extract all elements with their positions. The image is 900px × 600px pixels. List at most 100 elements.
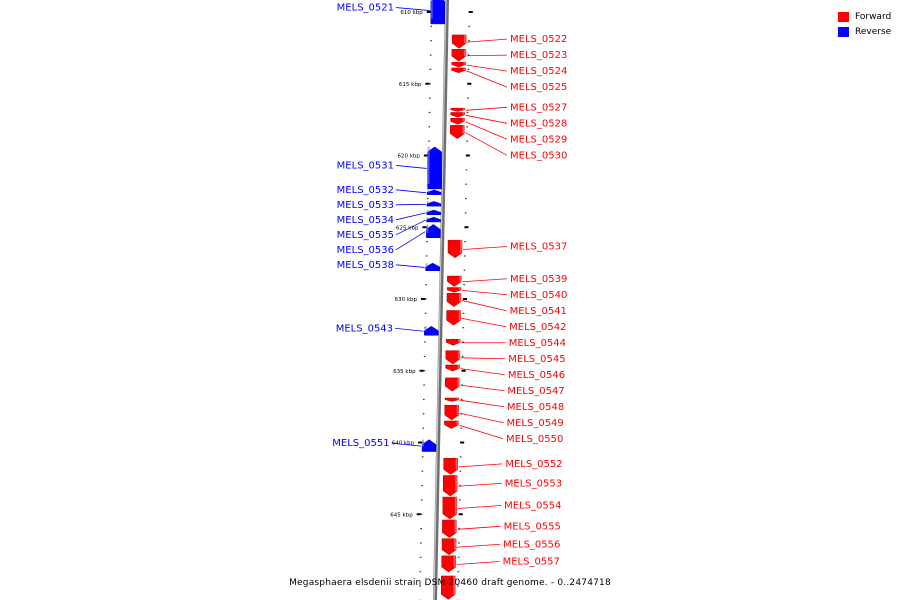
genome-backbone (433, 0, 449, 600)
leader-line (462, 278, 508, 283)
gene-mels-0527 (450, 107, 466, 112)
gene-shade (454, 497, 457, 514)
gene-mels-0541 (446, 293, 462, 307)
tick-mark-left (422, 226, 427, 229)
scale-dot (462, 312, 465, 314)
tick-label: 640 kbp (392, 441, 415, 447)
gene-mels-0538 (425, 262, 440, 271)
scale-dot (421, 470, 424, 472)
tick-mark-right (458, 513, 463, 516)
gene-shade (422, 439, 425, 447)
leader-line (395, 327, 424, 332)
scale-dot (421, 484, 423, 487)
gene-mels-0524 (451, 61, 466, 68)
scale-dot (428, 126, 431, 128)
leader-line (395, 7, 430, 11)
tick-label: 630 kbp (395, 297, 418, 303)
scale-dot (467, 54, 470, 56)
scale-dot (426, 241, 428, 243)
legend-item-reverse: Reverse (838, 24, 891, 39)
leader-line (459, 424, 504, 440)
scale-dot (466, 111, 469, 114)
gene-label: MELS_0533 (337, 200, 394, 211)
tick-mark-right (468, 11, 473, 13)
gene-mels-0539 (447, 275, 462, 287)
leader-line (467, 38, 508, 43)
leader-line (457, 505, 502, 509)
gene-mels-0540 (446, 287, 462, 293)
gene-mels-0548 (444, 397, 460, 402)
gene-label: MELS_0535 (337, 230, 394, 241)
leader-line (395, 189, 427, 194)
scale-dot (467, 97, 469, 99)
scale-dot (419, 585, 421, 587)
scale-dot (463, 269, 466, 271)
tick-mark-left (423, 154, 428, 157)
gene-mels-0528 (450, 112, 465, 118)
gene-shade (462, 108, 465, 110)
gene-label: MELS_0549 (506, 418, 563, 429)
scale-dot (466, 126, 469, 128)
gene-label: MELS_0546 (508, 370, 565, 381)
gene-mels-0557 (441, 555, 456, 573)
scale-dot (429, 83, 431, 85)
gene-mels-0551 (421, 439, 437, 452)
gene-label: MELS_0525 (510, 82, 567, 93)
label-leader-lines (391, 7, 508, 565)
scale-dot (465, 183, 467, 185)
leader-line (391, 442, 422, 447)
scale-dot (421, 499, 423, 501)
gene-label: MELS_0541 (510, 306, 567, 317)
scale-dot (419, 556, 422, 558)
tick-mark-left (425, 82, 430, 85)
leader-line (458, 482, 502, 487)
leader-line (460, 384, 505, 392)
gene-label: MELS_0539 (510, 274, 567, 285)
gene-shade (462, 118, 465, 122)
gene-label: MELS_0542 (509, 322, 566, 333)
gene-mels-0521 (430, 0, 446, 25)
gene-mels-0554 (442, 496, 458, 520)
forward-swatch (838, 11, 849, 22)
gene-mels-0550 (444, 420, 459, 429)
tick-mark-right (465, 154, 470, 157)
gene-mels-0537 (447, 239, 463, 259)
gene-shade (464, 34, 467, 44)
leader-line (461, 317, 507, 328)
gene-mels-0547 (445, 377, 460, 392)
gene-label: MELS_0532 (337, 185, 394, 196)
tick-label: 635 kbp (393, 369, 416, 375)
scale-dot (465, 169, 468, 171)
scale-dot (428, 140, 430, 142)
tick-label: 625 kbp (396, 225, 419, 231)
leader-line (460, 368, 505, 376)
tick-label: 620 kbp (397, 154, 420, 160)
scale-ticks: 610 kbp 615 kbp 620 kbp 625 kbp 630 kbp 635 k… (390, 10, 473, 518)
gene-shade (427, 146, 430, 184)
scale-dot (424, 341, 426, 343)
scale-dot (429, 97, 431, 99)
gene-shade (458, 310, 461, 321)
legend-label-forward: Forward (855, 11, 892, 22)
scale-dot (458, 542, 460, 544)
scale-dot (459, 470, 462, 472)
leader-line (465, 106, 508, 111)
scale-dot (422, 427, 425, 429)
gene-mels-0555 (442, 519, 457, 538)
gene-shade (463, 62, 466, 65)
gene-labels: MELS_0521 MELS_0522 MELS_0523 MELS_0524 MELS… (332, 3, 567, 568)
scale-dot (460, 427, 463, 429)
gene-label: MELS_0548 (507, 402, 564, 413)
gene-shade (453, 575, 456, 595)
scale-dot (420, 513, 423, 515)
legend-label-reverse: Reverse (855, 26, 892, 37)
leader-line (456, 561, 500, 565)
scale-dot (458, 528, 461, 530)
leader-line (395, 219, 426, 236)
gene-label: MELS_0528 (510, 118, 567, 129)
gene-mels-0530 (450, 125, 465, 140)
gene-shade (457, 350, 460, 360)
backbone-line (433, 0, 449, 600)
gene-label: MELS_0557 (503, 556, 560, 567)
tick-mark-left (416, 513, 421, 516)
